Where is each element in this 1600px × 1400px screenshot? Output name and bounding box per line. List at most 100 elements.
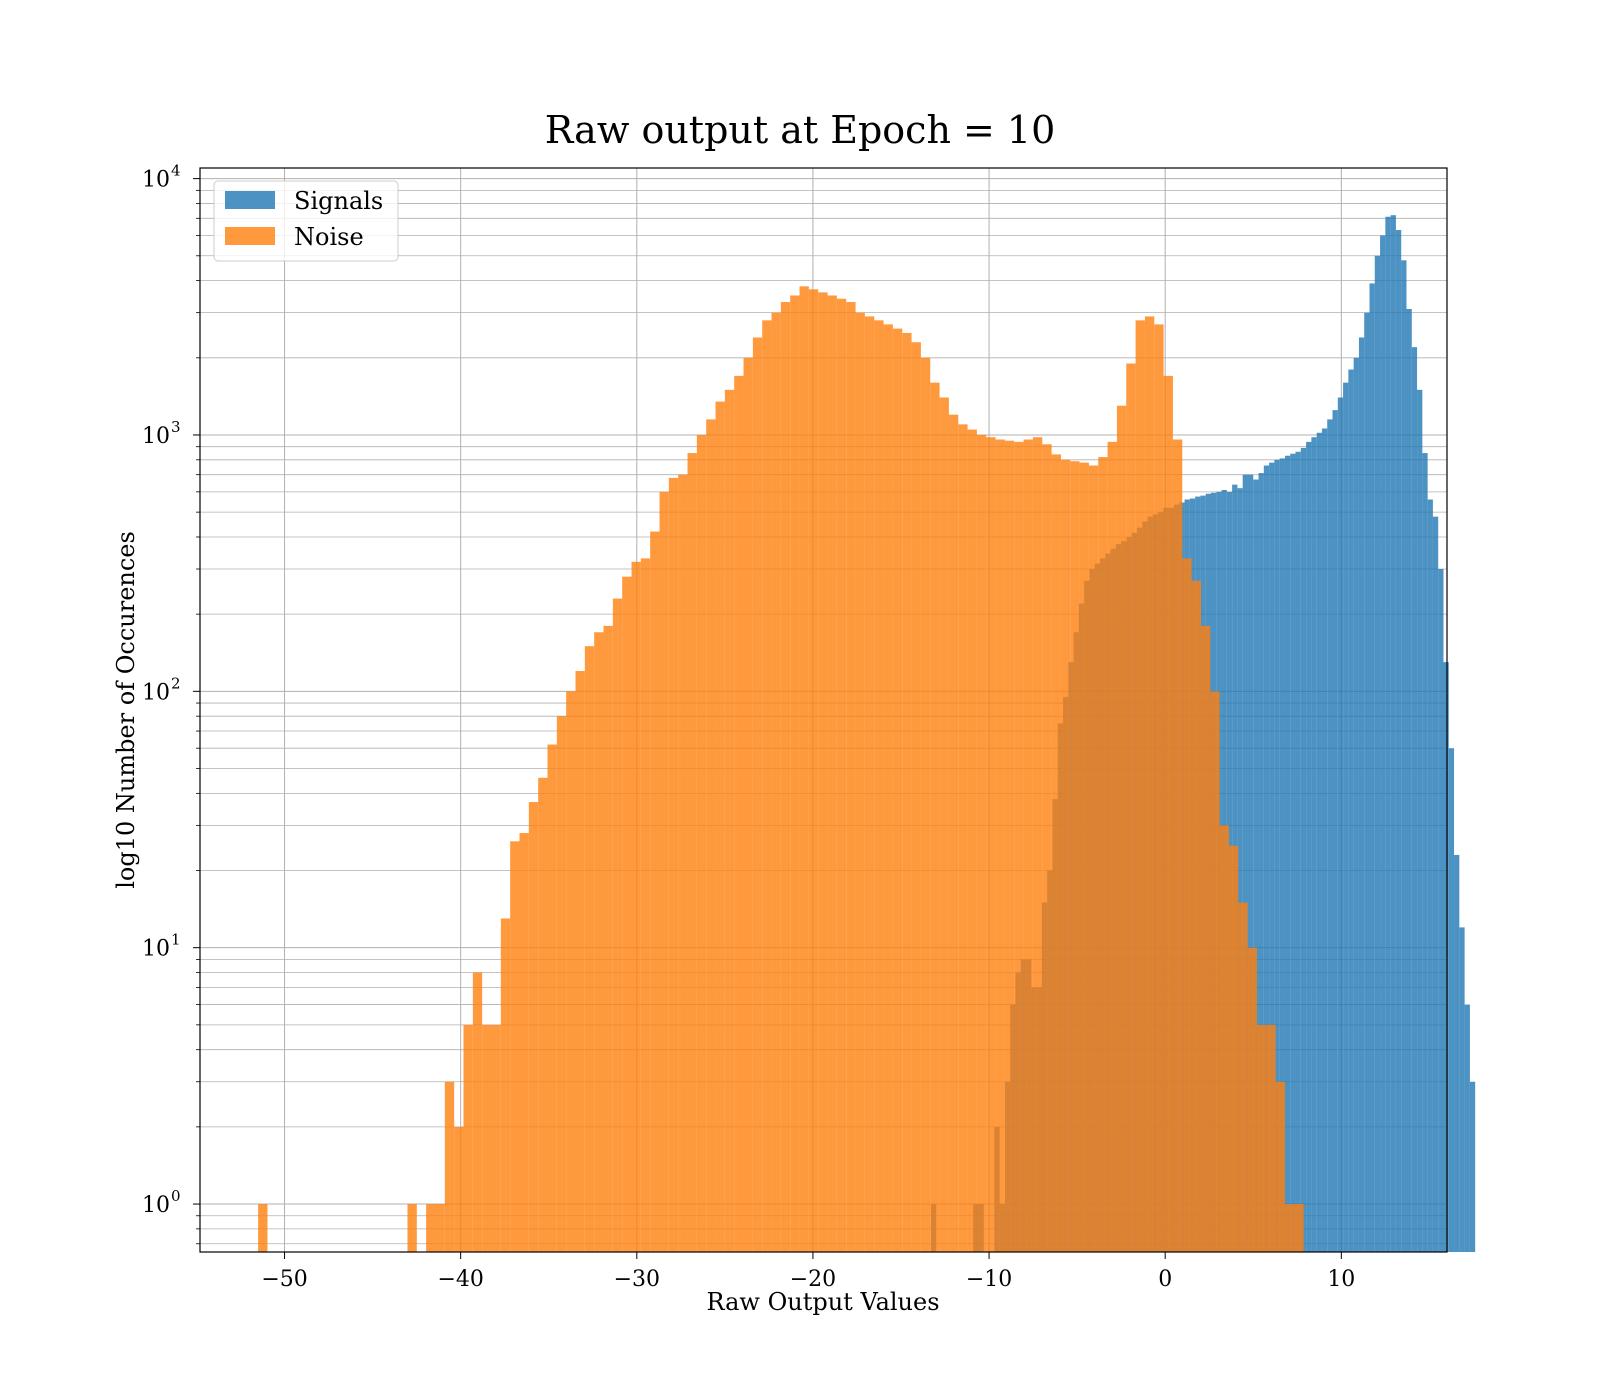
histogram-bar — [715, 401, 725, 1252]
histogram-bar — [743, 357, 753, 1252]
histogram-bar — [1014, 441, 1024, 1253]
histogram-bar — [1459, 927, 1465, 1252]
histogram-bar — [976, 434, 987, 1252]
histogram-bar — [1321, 428, 1328, 1252]
histogram-bar — [1417, 389, 1423, 1252]
y-tick-exponent: 2 — [171, 674, 181, 692]
histogram-bar — [668, 477, 679, 1252]
histogram-bar — [650, 531, 660, 1252]
histogram-bar — [1088, 465, 1099, 1253]
histogram-bar — [678, 474, 688, 1252]
histogram-bar — [1327, 419, 1333, 1252]
histogram-bar — [827, 295, 837, 1252]
histogram-bar — [1332, 410, 1338, 1252]
histogram-bar — [1306, 441, 1312, 1253]
histogram-bar — [1219, 825, 1229, 1252]
y-axis-label: log10 Number of Occurences — [112, 531, 140, 889]
histogram-bar — [1144, 316, 1155, 1252]
histogram-bar — [1042, 444, 1052, 1252]
histogram-bar — [1163, 375, 1173, 1252]
histogram-bar — [846, 302, 856, 1252]
histogram-bar — [1443, 662, 1449, 1252]
histogram-bar — [1172, 439, 1183, 1252]
histogram-bar — [1316, 432, 1322, 1252]
histogram-bar — [1353, 357, 1359, 1252]
chart-title: Raw output at Epoch = 10 — [545, 108, 1056, 152]
y-tick-label: 10 — [142, 680, 170, 705]
x-tick-label: −20 — [790, 1267, 836, 1292]
histogram-bar — [510, 841, 520, 1252]
histogram-bar — [426, 1204, 436, 1252]
histogram-bar — [855, 312, 865, 1252]
histogram-bar — [1290, 453, 1296, 1253]
y-tick-exponent: 4 — [171, 162, 181, 180]
histogram-bar — [491, 1024, 501, 1252]
histogram-bar — [622, 576, 632, 1252]
histogram-bar — [1060, 459, 1071, 1253]
x-tick-label: −10 — [966, 1267, 1012, 1292]
histogram-bar — [874, 320, 884, 1252]
histogram-bar — [818, 292, 828, 1253]
histogram-bar — [1116, 405, 1127, 1252]
histogram-bar — [995, 439, 1005, 1252]
histogram-bar — [734, 375, 744, 1252]
histogram-bar — [762, 320, 772, 1252]
histogram-bar — [1238, 902, 1248, 1252]
histogram-bar — [1401, 260, 1407, 1252]
histogram-bar — [612, 598, 623, 1252]
legend-label-signals: Signals — [294, 187, 383, 215]
histogram-bar — [1051, 454, 1061, 1252]
histogram-bar — [1374, 255, 1381, 1253]
histogram-bar — [519, 833, 529, 1252]
histogram-bar — [1247, 474, 1254, 1252]
histogram-bar — [1411, 347, 1418, 1253]
histogram-bar — [1300, 447, 1307, 1252]
histogram-bar — [1070, 461, 1080, 1252]
histogram-bar — [790, 295, 800, 1252]
histogram-bar — [1263, 465, 1270, 1253]
histogram-bar — [1107, 441, 1117, 1253]
histogram-bar — [1380, 235, 1386, 1252]
legend: Signals Noise — [213, 180, 399, 262]
y-tick-exponent: 3 — [171, 418, 181, 436]
histogram-bar — [1242, 474, 1248, 1252]
histogram-bar — [1266, 1024, 1276, 1252]
x-tick-label: 10 — [1327, 1267, 1355, 1292]
histogram-bar — [706, 419, 716, 1252]
histogram-bar — [1032, 437, 1043, 1252]
histogram-bar — [1253, 479, 1259, 1252]
histogram-bar — [463, 1024, 473, 1252]
histogram-bar — [1395, 230, 1402, 1252]
histogram-bar — [454, 1126, 464, 1252]
histogram-bar — [986, 437, 996, 1252]
histogram-bar — [1098, 457, 1108, 1253]
histogram-bar — [584, 646, 595, 1252]
histogram-bar — [1023, 439, 1033, 1252]
histogram-bar — [902, 332, 912, 1252]
histogram-bar — [435, 1204, 445, 1252]
histogram-bar — [1004, 440, 1015, 1252]
histogram-bar — [892, 328, 903, 1253]
histogram-bar — [687, 453, 697, 1252]
histogram-bar — [1369, 283, 1375, 1253]
histogram-bar — [780, 302, 791, 1252]
histogram-bar — [752, 337, 763, 1253]
series-noise — [258, 286, 1304, 1253]
x-tick-label: −50 — [261, 1267, 307, 1292]
histogram-bar — [1275, 1081, 1285, 1252]
histogram-bar — [1079, 462, 1089, 1253]
histogram-bar — [696, 434, 707, 1252]
histogram-bar — [1390, 215, 1396, 1253]
histogram-bar — [1294, 1204, 1304, 1252]
histogram-bar — [808, 289, 819, 1252]
legend-label-noise: Noise — [294, 223, 364, 251]
histogram-bar — [538, 777, 548, 1252]
histogram-bar — [1200, 625, 1211, 1252]
histogram-bar — [1364, 312, 1370, 1252]
histogram-bar — [864, 316, 875, 1252]
histogram-bar — [1311, 437, 1317, 1252]
histogram-bar — [939, 397, 949, 1252]
y-tick-label: 10 — [142, 424, 170, 449]
